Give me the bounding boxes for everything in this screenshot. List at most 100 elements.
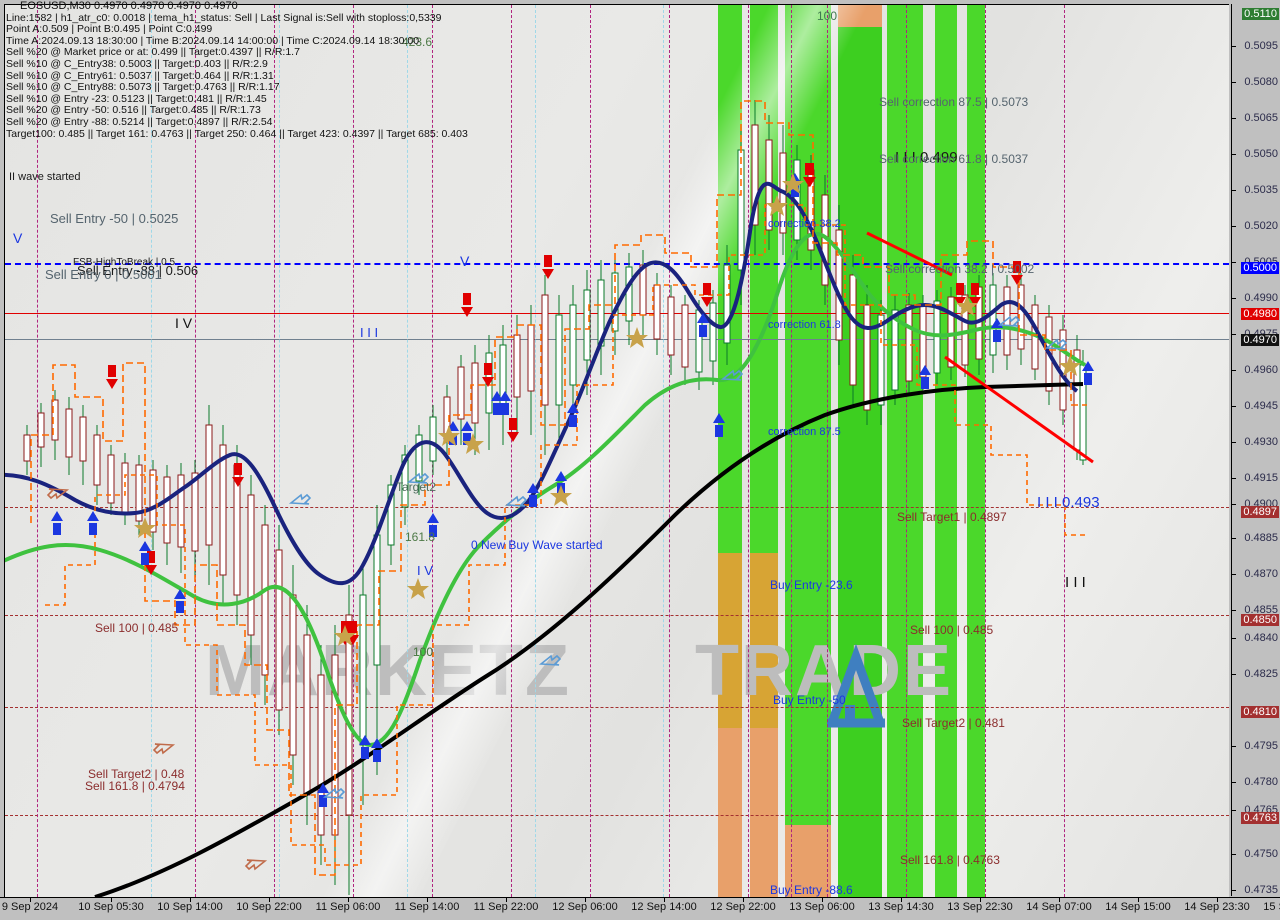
price-tick-mark: [1232, 638, 1236, 639]
time-tick-mark: [190, 898, 191, 902]
time-tick-label: 10 Sep 22:00: [236, 901, 302, 913]
time-tick-mark: [822, 898, 823, 902]
buy-arrows: [51, 173, 1094, 807]
vgrid-5: [279, 5, 280, 897]
annotation-wave-i-0476: I I I 0.476: [317, 894, 371, 897]
ma-mid-line: [5, 231, 1086, 748]
time-tick-label: 11 Sep 22:00: [473, 901, 539, 913]
price-tick-label: 0.4870: [1244, 568, 1278, 580]
price-tick-label: 0.4780: [1244, 776, 1278, 788]
vgrid-6: [353, 5, 354, 897]
time-tick-mark: [664, 898, 665, 902]
price-series-svg: [5, 100, 1094, 897]
annotation-wave-mark-v2: V: [460, 253, 470, 269]
price-tick-mark: [1232, 370, 1236, 371]
vgrid-17: [906, 5, 907, 897]
vgrid-13: [663, 5, 664, 897]
price-tick-mark: [1232, 746, 1236, 747]
annotation-wave-mark-iv: I V: [175, 315, 193, 331]
time-tick-label: 14 Sep 07:00: [1026, 901, 1092, 913]
grid-line-4763: [5, 815, 1229, 816]
annotation-sell-correction-618: Sell correction 61.8 | 0.5037: [879, 152, 1029, 166]
hollow-arrow-markers-red: [46, 488, 268, 871]
star-markers: [134, 173, 1081, 646]
header-line-10: Target100: 0.485 || Target 161: 0.4763 |…: [6, 127, 468, 140]
annotation-sell-1618-right: Sell 161.8 | 0.4763: [900, 853, 1000, 867]
vgrid-7: [407, 5, 408, 897]
time-tick-label: 13 Sep 14:30: [868, 901, 934, 913]
time-tick-mark: [743, 898, 744, 902]
trend-line-down-2: [944, 355, 1094, 464]
price-tick-mark: [1232, 854, 1236, 855]
price-tick-mark: [1232, 82, 1236, 83]
trend-line-down-1: [866, 231, 953, 277]
price-tick-label: 0.4885: [1244, 532, 1278, 544]
price-tick-mark: [1232, 190, 1236, 191]
price-tick-mark: [1232, 610, 1236, 611]
header-line-6: Sell %10 @ C_Entry88: 0.5073 || Target:0…: [6, 81, 280, 94]
annotation-correction-618: correction 61.8: [768, 319, 841, 331]
annotation-fib-target2: Target2: [396, 480, 437, 494]
price-tick-mark: [1232, 298, 1236, 299]
price-tick-mark: [1232, 538, 1236, 539]
annotation-fib-1618: 161.8: [405, 530, 436, 544]
header-line-3: Sell %20 @ Market price or at: 0.499 || …: [6, 46, 300, 59]
header-line-1: Point A:0.509 | Point B:0.495 | Point C:…: [6, 23, 213, 36]
price-tick-mark: [1232, 226, 1236, 227]
time-scale[interactable]: 9 Sep 2024 10 Sep 05:30 10 Sep 14:00 10 Sep…: [0, 897, 1280, 920]
annotation-sell-correction-382: Sell correction 38.2 | 0.5002: [885, 262, 1035, 276]
high-badge: 0.5110: [1242, 8, 1279, 20]
header-line-0: Line:1582 | h1_atr_c0: 0.0018 | tema_h1_…: [6, 11, 442, 24]
time-tick-mark: [1217, 898, 1218, 902]
annotation-wave-mark-iv-mid: I V: [417, 563, 433, 578]
time-tick-label: 13 Sep 22:30: [947, 901, 1013, 913]
annotation-wave-iii-0493: I I I 0.493: [1037, 494, 1100, 511]
grid-line-4897: [5, 507, 1229, 508]
grid-line-4810: [5, 707, 1229, 708]
vgrid-14: [748, 5, 749, 897]
price-tick-label: 0.4930: [1244, 436, 1278, 448]
price-tick-label: 0.4795: [1244, 740, 1278, 752]
price-tick-label: 0.4735: [1244, 884, 1278, 896]
header-line-9: Sell %20 @ Entry -88: 0.5214 || Target:0…: [6, 115, 273, 128]
vgrid-16: [827, 5, 828, 897]
price-tick-label: 0.5080: [1244, 76, 1278, 88]
annotation-sell-target2-right: Sell Target2 | 0.481: [902, 716, 1005, 730]
time-tick-label: 10 Sep 14:00: [157, 901, 223, 913]
time-tick-mark: [348, 898, 349, 902]
time-tick-mark: [427, 898, 428, 902]
level-line-lastprice: [5, 339, 1229, 340]
chart-plot-area[interactable]: MARKETZ TRADE: [4, 4, 1229, 897]
time-tick-mark: [1059, 898, 1060, 902]
vgrid-19: [1064, 5, 1065, 897]
price-tick-mark: [1232, 810, 1236, 811]
annotation-sell-entry-m50: Sell Entry -50 | 0.5025: [50, 211, 179, 226]
annotation-new-buy-wave: 0 New Buy Wave started: [471, 538, 603, 552]
vgrid-4: [274, 5, 275, 897]
time-tick-label: 12 Sep 22:00: [710, 901, 776, 913]
price-tick-label: 0.4855: [1244, 604, 1278, 616]
time-tick-mark: [30, 898, 31, 902]
price-scale[interactable]: 0.5095 0.5080 0.5065 0.5050 0.5035 0.5020 0.50…: [1231, 4, 1280, 896]
price-tick-mark: [1232, 890, 1236, 891]
session-band-gold-2: [750, 553, 778, 728]
vgrid-1: [37, 5, 38, 897]
header-line-4: Sell %10 @ C_Entry38: 0.5003 || Target:0…: [6, 57, 268, 70]
price-tick-label: 0.5050: [1244, 148, 1278, 160]
annotation-sell-1618-left: Sell 161.8 | 0.4794: [85, 779, 185, 793]
price-tick-mark: [1232, 478, 1236, 479]
vgrid-3: [195, 5, 196, 897]
time-tick-label: 15 Sep 09:00: [1263, 901, 1280, 913]
session-band-orange-3: [785, 825, 831, 897]
fractal-band-lower: [45, 204, 1087, 866]
price-tick-mark: [1232, 674, 1236, 675]
vgrid-12: [669, 5, 670, 897]
price-tick-mark: [1232, 782, 1236, 783]
time-tick-label: 10 Sep 05:30: [78, 901, 144, 913]
annotation-sell-correction-875: Sell correction 87.5 | 0.5073: [879, 95, 1029, 109]
time-tick-mark: [506, 898, 507, 902]
time-tick-mark: [901, 898, 902, 902]
price-tick-label: 0.4750: [1244, 848, 1278, 860]
annotation-sell-entry-m88: Sell Entry -88 | 0.506: [77, 263, 199, 278]
